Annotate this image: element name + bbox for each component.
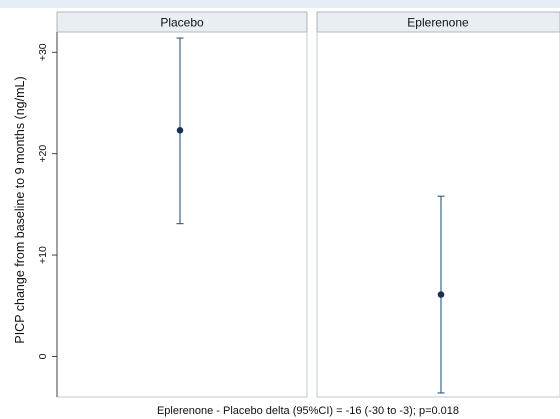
panel-frame-eplerenone (316, 31, 560, 398)
y-ticks: 0 +10 +20 +30 (37, 43, 57, 359)
panel-frame-placebo (56, 31, 308, 398)
panel-title-placebo: Placebo (160, 16, 204, 30)
y-axis-title: PICP change from baseline to 9 months (n… (13, 76, 27, 343)
top-band (0, 0, 560, 8)
y-tick-label: +30 (37, 43, 49, 61)
mean-point-eplerenone (437, 291, 445, 298)
x-axis-caption: Eplerenone - Placebo delta (95%CI) = -16… (157, 405, 459, 417)
mean-point-placebo (176, 127, 184, 134)
panel-title-eplerenone: Eplerenone (407, 16, 469, 30)
y-tick-label: +10 (37, 246, 49, 264)
y-tick-label: +20 (37, 145, 49, 163)
marks (176, 37, 445, 394)
y-tick-label: 0 (37, 353, 49, 359)
